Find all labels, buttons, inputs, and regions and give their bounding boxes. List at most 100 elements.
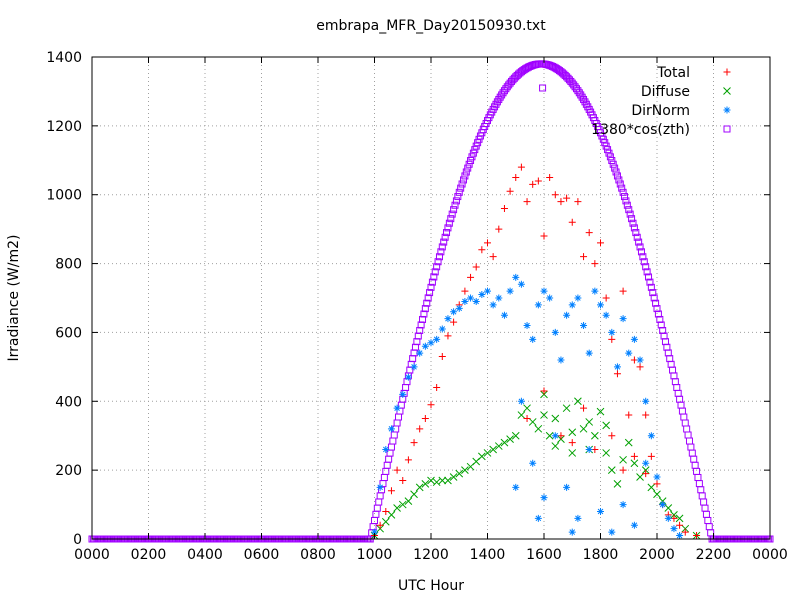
clearsky-point [676, 395, 684, 403]
dirnorm-point [653, 473, 661, 481]
clearsky-point [459, 176, 467, 184]
diffuse-point [500, 438, 509, 447]
clearsky-point [652, 299, 660, 307]
diffuse-point [568, 449, 577, 457]
total-point [642, 411, 650, 419]
dirnorm-point [563, 311, 571, 319]
total-point [489, 253, 497, 261]
clearsky-point [380, 473, 388, 481]
total-point [523, 198, 531, 206]
clearsky-point [468, 153, 476, 161]
clearsky-point [433, 263, 441, 271]
dirnorm-point [404, 373, 412, 381]
clearsky-point [375, 498, 383, 506]
total-point [630, 452, 638, 460]
clearsky-point [619, 188, 627, 196]
diffuse-point [461, 466, 469, 474]
diffuse-point [449, 473, 458, 481]
diffuse-point [404, 497, 413, 505]
total-point [506, 187, 514, 195]
clearsky-point [700, 498, 708, 506]
total-point [557, 198, 565, 206]
clearsky-point [426, 289, 434, 297]
clearsky-point [642, 263, 650, 271]
clearsky-point [461, 172, 469, 180]
dirnorm-point [568, 528, 576, 536]
dirnorm-point [676, 532, 684, 540]
dirnorm-point [642, 397, 650, 405]
diffuse-point [540, 411, 548, 419]
clearsky-point [611, 164, 619, 172]
diffuse-point [455, 469, 464, 478]
clearsky-point [421, 305, 429, 313]
clearsky-point [376, 492, 384, 500]
total-point [399, 476, 407, 484]
clearsky-point [685, 437, 693, 445]
total-point [619, 287, 627, 295]
series-total [371, 163, 701, 540]
total-point [387, 487, 395, 495]
clearsky-point [451, 201, 459, 209]
dirnorm-point [444, 315, 452, 323]
dirnorm-point [563, 483, 571, 491]
dirnorm-point [517, 397, 525, 405]
total-point [404, 456, 412, 464]
clearsky-point [670, 372, 678, 380]
clearsky-point [673, 383, 681, 391]
dirnorm-point [512, 483, 520, 491]
clearsky-point [395, 413, 403, 421]
y-tick-label: 1200 [46, 119, 82, 135]
clearsky-point [684, 431, 692, 439]
total-point [393, 466, 401, 474]
diffuse-point [534, 424, 543, 433]
total-point [568, 439, 576, 447]
clearsky-point [469, 149, 477, 157]
total-point [580, 253, 588, 261]
diffuse-point [596, 407, 605, 416]
total-point [427, 401, 435, 409]
clearsky-point [420, 310, 428, 318]
diffuse-point [664, 504, 673, 512]
clearsky-point [656, 315, 664, 323]
total-point [681, 528, 689, 536]
clearsky-point [409, 355, 417, 363]
clearsky-point [393, 419, 401, 427]
dirnorm-point [523, 322, 531, 330]
diffuse-point [568, 428, 577, 437]
x-tick-label: 1400 [470, 547, 506, 563]
dirnorm-point [551, 328, 559, 336]
x-tick-label: 1600 [526, 547, 562, 563]
clearsky-point [434, 258, 442, 266]
dirnorm-point [585, 445, 593, 453]
clearsky-point [606, 153, 614, 161]
dirnorm-point [495, 294, 503, 302]
diffuse-point [574, 397, 582, 406]
clearsky-point [539, 84, 547, 92]
dirnorm-point [478, 291, 486, 299]
total-point [438, 353, 446, 361]
clearsky-point [653, 305, 661, 313]
total-point [546, 174, 554, 181]
dirnorm-point [416, 349, 424, 357]
dirnorm-point [630, 521, 638, 529]
clearsky-point [690, 455, 698, 463]
clearsky-point [440, 238, 448, 246]
diffuse-point [393, 504, 401, 512]
dirnorm-point [455, 304, 463, 312]
clearsky-point [427, 283, 435, 291]
diffuse-point [619, 455, 627, 464]
dirnorm-point [529, 335, 537, 343]
dirnorm-point [410, 363, 418, 371]
dirnorm-point [529, 459, 537, 467]
x-tick-label: 0000 [752, 547, 788, 563]
clearsky-point [372, 510, 380, 518]
dirnorm-point [642, 459, 650, 467]
total-point [653, 480, 661, 488]
dirnorm-point [591, 287, 599, 295]
clearsky-point [423, 299, 431, 307]
total-point [467, 273, 475, 281]
diffuse-point [415, 483, 424, 492]
diffuse-point [562, 404, 571, 413]
clearsky-point [645, 273, 653, 281]
diffuse-point [653, 490, 661, 499]
